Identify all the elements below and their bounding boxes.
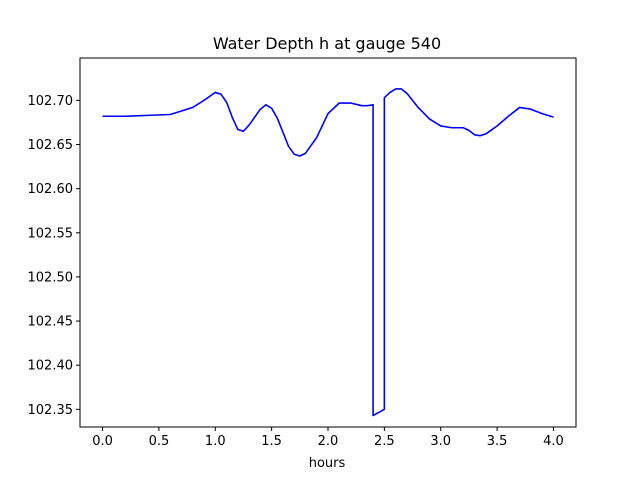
x-axis-ticks: 0.0 0.5 1.0 1.5 2.0 2.5 3.0 3.5 4.0 (92, 427, 564, 449)
y-tick-label: 102.65 (28, 138, 74, 153)
y-tick-label: 102.35 (28, 403, 74, 418)
x-tick-label: 3.5 (487, 434, 508, 449)
x-tick-label: 1.5 (261, 434, 282, 449)
y-tick-label: 102.55 (28, 226, 74, 241)
x-tick-label: 1.0 (205, 434, 226, 449)
x-tick-label: 3.0 (430, 434, 451, 449)
x-tick-label: 4.0 (543, 434, 564, 449)
x-tick-label: 2.5 (374, 434, 395, 449)
y-tick-label: 102.70 (28, 94, 74, 109)
y-tick-label: 102.60 (28, 182, 74, 197)
x-axis-label: hours (309, 456, 346, 471)
chart-title: Water Depth h at gauge 540 (213, 34, 441, 53)
x-tick-label: 2.0 (318, 434, 339, 449)
x-tick-label: 0.0 (92, 434, 113, 449)
x-tick-label: 0.5 (149, 434, 170, 449)
plot-area-frame (79, 57, 577, 428)
y-tick-label: 102.50 (28, 270, 74, 285)
y-tick-label: 102.45 (28, 315, 74, 330)
y-tick-label: 102.40 (28, 359, 74, 374)
y-axis-ticks: 102.35 102.40 102.45 102.50 102.55 102.60 102.… (28, 94, 80, 418)
data-series-line (102, 88, 554, 417)
